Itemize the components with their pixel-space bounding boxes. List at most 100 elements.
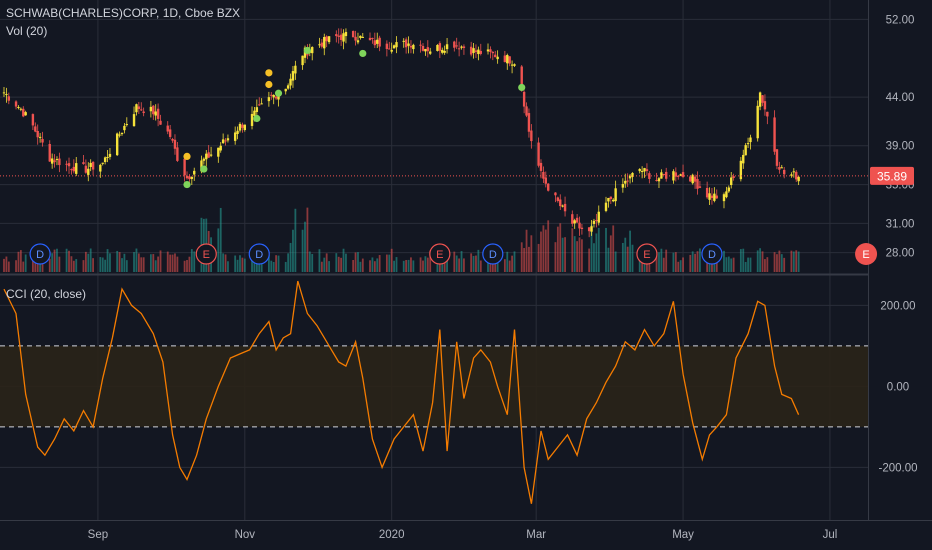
volume-bar <box>479 260 482 272</box>
symbol-legend[interactable]: SCHWAB(CHARLES)CORP, 1D, Cboe BZX <box>6 6 241 20</box>
volume-bar <box>121 258 123 272</box>
candle-body <box>530 130 533 142</box>
candle-body <box>294 65 297 74</box>
volume-bar <box>169 254 172 272</box>
candle-body <box>713 193 716 201</box>
candle-body <box>587 227 591 232</box>
candle-body <box>455 45 458 47</box>
candle-body <box>725 191 728 198</box>
candle-body <box>575 217 579 223</box>
candle-body <box>660 172 663 179</box>
volume-bar <box>388 254 391 272</box>
volume-bar <box>453 251 456 272</box>
candle-body <box>291 71 295 81</box>
candle-body <box>356 40 360 43</box>
candle-body <box>527 113 531 132</box>
candle-body <box>691 174 694 184</box>
volume-bar <box>236 259 239 272</box>
volume-bar <box>149 254 152 272</box>
volume-legend[interactable]: Vol (20) <box>6 24 48 38</box>
candle-body <box>722 194 726 202</box>
candle-body <box>795 171 798 180</box>
volume-bar <box>373 261 376 272</box>
earnings-marker-label: E <box>862 249 869 261</box>
candle-body <box>255 107 259 112</box>
time-axis-label: Mar <box>526 529 546 541</box>
candle-body <box>5 94 8 96</box>
candle-body <box>82 162 85 165</box>
candle-body <box>125 124 129 126</box>
candle-body <box>115 133 119 156</box>
volume-bar <box>152 254 155 272</box>
candle-body <box>792 171 796 173</box>
earnings-marker-label: E <box>436 249 443 261</box>
candle-body <box>236 130 239 134</box>
candle-body <box>250 113 254 126</box>
candle-body <box>106 157 109 159</box>
volume-bar <box>118 252 121 272</box>
candle-body <box>457 48 461 50</box>
candle-body <box>361 36 364 38</box>
candle-body <box>152 105 155 115</box>
candle-body <box>243 124 246 131</box>
price-axis-label: 44.00 <box>886 92 915 104</box>
dividend-marker <box>29 243 51 265</box>
volume-bar <box>369 260 371 272</box>
candle-body <box>24 112 27 116</box>
candle-body <box>142 111 145 114</box>
candle-body <box>166 125 169 132</box>
candle-body <box>426 47 430 52</box>
volume-bar <box>87 253 90 272</box>
volume-bar <box>542 225 545 272</box>
candle-body <box>137 106 141 109</box>
pivot-dot <box>274 89 283 97</box>
volume-bar <box>284 261 287 272</box>
candle-body <box>443 50 446 53</box>
pivot-dots <box>183 46 526 189</box>
candle-body <box>590 226 593 232</box>
volume-bar <box>429 250 432 272</box>
candle-body <box>200 160 203 172</box>
candle-body <box>311 47 314 54</box>
volume-bar <box>581 239 583 272</box>
cci-legend[interactable]: CCI (20, close) <box>6 287 87 301</box>
candle-body <box>513 64 516 66</box>
candle-body <box>55 158 59 160</box>
earnings-marker <box>636 243 658 265</box>
candle-body <box>38 136 42 138</box>
candle-body <box>571 214 574 224</box>
volume-bar <box>251 254 253 272</box>
candle-body <box>494 54 497 58</box>
volume-bar <box>354 252 357 272</box>
volume-bar <box>665 249 668 272</box>
price-axis-label: 39.00 <box>886 141 915 153</box>
volume-bar <box>520 242 523 272</box>
volume-bar <box>106 249 109 272</box>
candle-body <box>547 183 550 191</box>
candle-body <box>445 44 449 50</box>
volume-bar <box>359 261 362 272</box>
candle-body <box>429 51 432 54</box>
volume-bar <box>576 241 579 272</box>
volume-bar <box>405 259 408 272</box>
last-price-badge-label: 35.89 <box>877 169 907 183</box>
candle-body <box>154 111 157 116</box>
candle-body <box>219 145 222 151</box>
volume-bar <box>689 254 692 272</box>
candle-body <box>681 172 685 177</box>
candle-body <box>274 96 278 99</box>
candle-body <box>604 202 608 211</box>
volume-bar <box>790 250 793 272</box>
volume-bar <box>176 256 179 272</box>
candle-body <box>120 132 124 135</box>
volume-bar <box>638 255 641 272</box>
candle-body <box>123 125 126 131</box>
volume-bar <box>571 228 574 272</box>
time-axis-label: Jul <box>823 529 838 541</box>
candle-body <box>626 180 629 182</box>
candle-body <box>672 171 675 181</box>
candle-body <box>797 176 800 182</box>
volume-bar <box>301 229 304 272</box>
